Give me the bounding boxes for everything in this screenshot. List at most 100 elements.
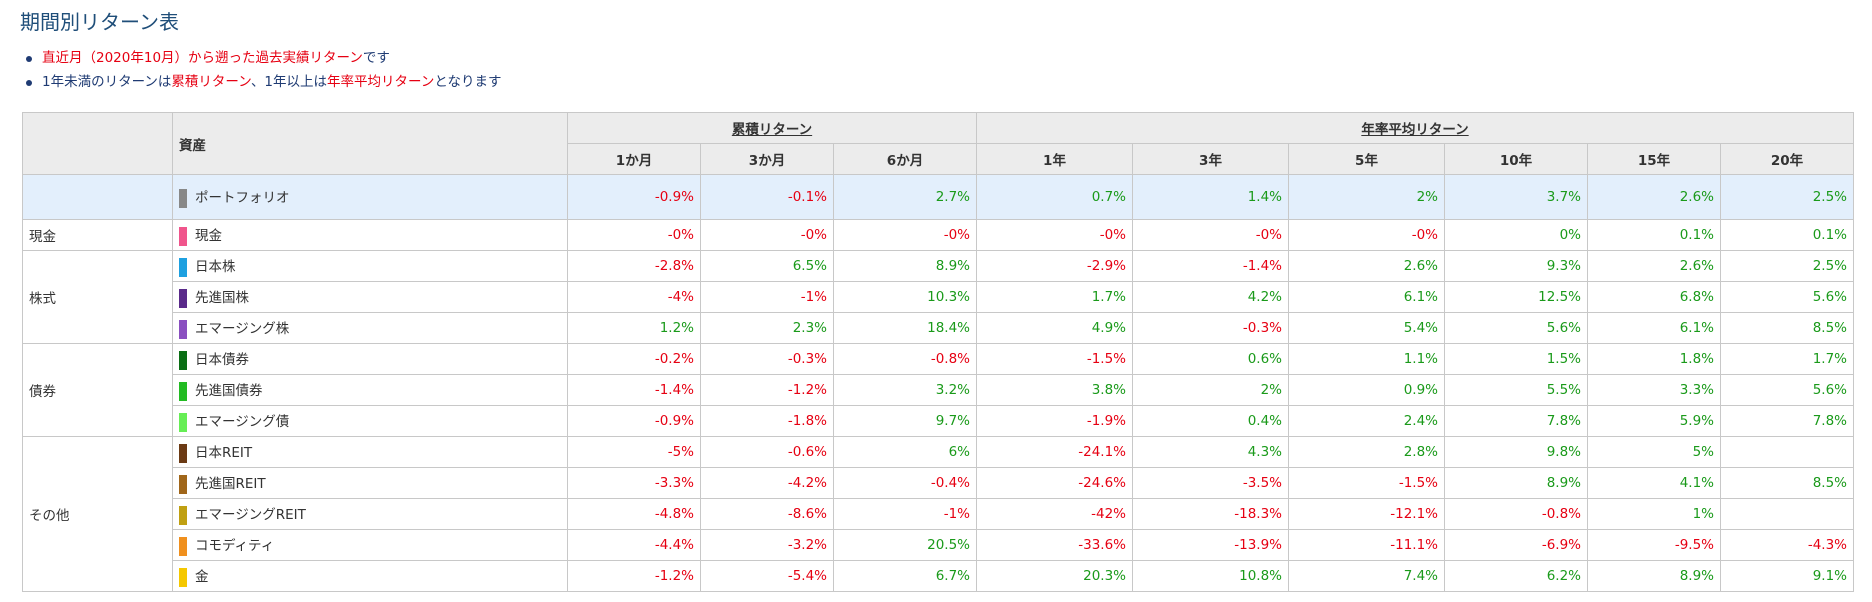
color-swatch-icon	[179, 257, 187, 277]
return-cell: -0.1%	[700, 174, 834, 220]
return-cell	[1720, 498, 1854, 530]
period-header: 6か月	[833, 143, 977, 175]
return-cell: 1%	[1587, 498, 1721, 530]
return-cell: 4.1%	[1587, 467, 1721, 499]
return-cell: 5.5%	[1444, 374, 1588, 406]
return-cell: -1.2%	[567, 560, 701, 592]
asset-name-cell: 先進国REIT	[172, 467, 568, 499]
asset-name: 先進国株	[195, 290, 249, 307]
cumulative-return-header[interactable]: 累積リターン	[567, 112, 977, 144]
return-cell: -42%	[976, 498, 1133, 530]
return-cell: -0%	[833, 219, 977, 251]
asset-name: エマージング株	[195, 321, 290, 338]
return-cell: -1.4%	[1132, 250, 1289, 282]
period-header: 1か月	[567, 143, 701, 175]
annualized-return-header[interactable]: 年率平均リターン	[976, 112, 1854, 144]
color-swatch-icon	[179, 350, 187, 370]
return-cell: -1.2%	[700, 374, 834, 406]
return-cell: 20.3%	[976, 560, 1133, 592]
return-cell: 7.8%	[1720, 405, 1854, 437]
return-cell: 8.9%	[833, 250, 977, 282]
return-cell: 6%	[833, 436, 977, 468]
page-title: 期間別リターン表	[20, 10, 179, 34]
return-cell: -3.5%	[1132, 467, 1289, 499]
color-swatch-icon	[179, 288, 187, 308]
note-text: 、1年以上は	[250, 74, 328, 90]
asset-name-cell: エマージングREIT	[172, 498, 568, 530]
table-row: 現金 現金 -0% -0% -0% -0% -0% -0% 0% 0.1% 0.1%	[22, 219, 1854, 251]
return-cell: -24.1%	[976, 436, 1133, 468]
return-cell: -1%	[700, 281, 834, 313]
return-cell: -33.6%	[976, 529, 1133, 561]
asset-name: エマージングREIT	[195, 507, 306, 524]
period-header: 3年	[1132, 143, 1289, 175]
note-text: です	[362, 50, 390, 66]
return-cell: 4.9%	[976, 312, 1133, 344]
return-cell: 2%	[1132, 374, 1289, 406]
return-cell: -0.8%	[1444, 498, 1588, 530]
return-cell: -0.3%	[700, 343, 834, 375]
category-cell: 株式	[22, 250, 173, 344]
return-cell: 0.7%	[976, 174, 1133, 220]
table-row: コモディティ -4.4% -3.2% 20.5% -33.6% -13.9% -11.1% -…	[23, 529, 1854, 561]
return-cell: 2%	[1288, 174, 1445, 220]
return-cell: 1.7%	[1720, 343, 1854, 375]
return-cell: -0%	[1288, 219, 1445, 251]
color-swatch-icon	[179, 567, 187, 587]
return-cell: -4.4%	[567, 529, 701, 561]
asset-name: 日本REIT	[195, 445, 253, 462]
asset-name: コモディティ	[195, 538, 275, 555]
category-cell: その他	[22, 436, 173, 592]
period-header: 3か月	[700, 143, 834, 175]
return-cell: 2.7%	[833, 174, 977, 220]
note-text: 1年未満のリターンは	[42, 74, 172, 90]
asset-name-cell: ポートフォリオ	[172, 174, 568, 220]
return-cell: 1.7%	[976, 281, 1133, 313]
asset-name-cell: 現金	[172, 219, 568, 251]
return-cell: 5.6%	[1720, 281, 1854, 313]
color-swatch-icon	[179, 412, 187, 432]
asset-name: 日本株	[195, 259, 236, 276]
table-row: 先進国REIT -3.3% -4.2% -0.4% -24.6% -3.5% -1.5% 8.…	[23, 467, 1854, 499]
return-cell: 6.7%	[833, 560, 977, 592]
return-cell: 5.6%	[1444, 312, 1588, 344]
return-cell: 2.8%	[1288, 436, 1445, 468]
return-cell: 10.8%	[1132, 560, 1289, 592]
return-cell: -18.3%	[1132, 498, 1289, 530]
note-item: 直近月（2020年10月）から遡った過去実績リターンです	[26, 46, 501, 70]
return-cell: -6.9%	[1444, 529, 1588, 561]
return-cell: 3.2%	[833, 374, 977, 406]
return-cell: -0.9%	[567, 174, 701, 220]
return-cell: 20.5%	[833, 529, 977, 561]
table-row: 先進国株 -4% -1% 10.3% 1.7% 4.2% 6.1% 12.5% 6.8% 5.6%	[23, 281, 1854, 313]
return-cell: -0%	[976, 219, 1133, 251]
asset-name-cell: エマージング株	[172, 312, 568, 344]
return-cell: -1.9%	[976, 405, 1133, 437]
return-cell: -12.1%	[1288, 498, 1445, 530]
asset-name: 現金	[195, 228, 222, 245]
return-cell: -4.8%	[567, 498, 701, 530]
return-cell: 4.3%	[1132, 436, 1289, 468]
return-cell: -4%	[567, 281, 701, 313]
period-header: 5年	[1288, 143, 1445, 175]
return-cell: -2.9%	[976, 250, 1133, 282]
asset-name-cell: 日本REIT	[172, 436, 568, 468]
return-cell: -0%	[700, 219, 834, 251]
table-row: エマージング債 -0.9% -1.8% 9.7% -1.9% 0.4% 2.4% 7.8% 5.…	[23, 405, 1854, 437]
return-cell: 5.9%	[1587, 405, 1721, 437]
return-cell: -3.3%	[567, 467, 701, 499]
return-cell: -1.5%	[976, 343, 1133, 375]
return-cell: 9.3%	[1444, 250, 1588, 282]
return-cell: -24.6%	[976, 467, 1133, 499]
return-cell: 12.5%	[1444, 281, 1588, 313]
return-cell: 3.8%	[976, 374, 1133, 406]
return-cell: 9.1%	[1720, 560, 1854, 592]
return-cell: -0%	[1132, 219, 1289, 251]
return-cell: -11.1%	[1288, 529, 1445, 561]
table-row: 株式 日本株 -2.8% 6.5% 8.9% -2.9% -1.4% 2.6% 9.3% 2.6%…	[22, 250, 1854, 344]
color-swatch-icon	[179, 536, 187, 556]
color-swatch-icon	[179, 188, 187, 208]
return-cell: -4.2%	[700, 467, 834, 499]
return-cell: 0.9%	[1288, 374, 1445, 406]
return-cell: 6.5%	[700, 250, 834, 282]
